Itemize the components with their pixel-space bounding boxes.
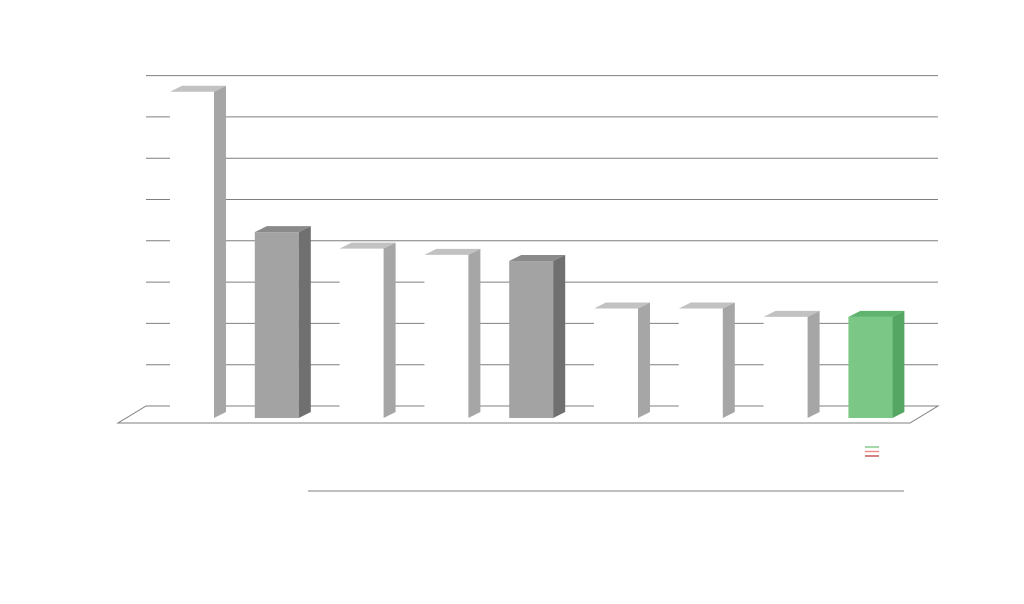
bar bbox=[848, 310, 905, 418]
bar-front bbox=[594, 308, 638, 418]
bar bbox=[339, 242, 396, 418]
bar-top bbox=[763, 310, 820, 317]
bar bbox=[170, 85, 226, 418]
bar-side bbox=[553, 255, 566, 418]
bar-front bbox=[170, 91, 214, 418]
bar-side bbox=[638, 302, 650, 418]
bar-side bbox=[214, 85, 226, 418]
bars bbox=[170, 85, 905, 418]
bar-front bbox=[509, 261, 554, 418]
bar-top bbox=[170, 85, 226, 92]
bar-side bbox=[468, 248, 481, 418]
bar bbox=[424, 248, 481, 418]
bar-side bbox=[298, 226, 311, 418]
bar bbox=[763, 310, 820, 418]
bar-front bbox=[848, 316, 893, 418]
bar-front bbox=[424, 254, 469, 418]
bar-front bbox=[254, 232, 299, 418]
bar-side bbox=[722, 302, 735, 418]
legend bbox=[865, 446, 879, 457]
bar-front bbox=[339, 248, 384, 418]
bar bbox=[678, 302, 735, 418]
bar bbox=[254, 226, 311, 418]
bar-top bbox=[339, 242, 396, 249]
bar-top bbox=[254, 226, 311, 233]
bar-top bbox=[594, 302, 650, 309]
bar bbox=[509, 255, 566, 418]
bar-top bbox=[678, 302, 735, 309]
bar-front bbox=[763, 316, 808, 418]
bar-side bbox=[807, 310, 820, 418]
bar-top bbox=[424, 248, 481, 255]
bar bbox=[594, 302, 650, 418]
bar-top bbox=[509, 255, 566, 262]
bar-side bbox=[383, 242, 396, 418]
bar-front bbox=[678, 308, 723, 418]
bar-side bbox=[892, 310, 905, 418]
bar-top bbox=[848, 310, 905, 317]
